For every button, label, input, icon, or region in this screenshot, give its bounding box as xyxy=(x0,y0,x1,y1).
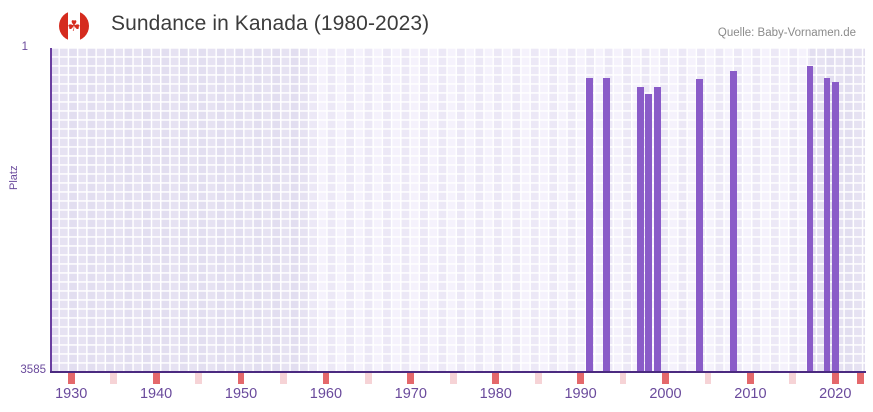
x-axis-label: 2000 xyxy=(649,386,682,402)
flag-band-left xyxy=(59,11,68,41)
x-tick-minor xyxy=(704,373,712,384)
page-title: Sundance in Kanada (1980-2023) xyxy=(111,12,430,35)
bar xyxy=(832,82,839,372)
x-tick-minor xyxy=(619,373,627,384)
x-tick-minor xyxy=(280,373,287,384)
bar xyxy=(645,93,653,372)
chart-header: ☘ Sundance in Kanada (1980-2023) Quelle:… xyxy=(0,0,873,48)
x-tick-major xyxy=(831,373,839,384)
x-tick-minor xyxy=(364,373,372,384)
bar xyxy=(602,78,610,372)
bar xyxy=(585,78,593,372)
flag-band-right xyxy=(80,11,89,41)
y-axis-title: Platz xyxy=(8,165,20,190)
x-tick-major xyxy=(492,373,500,384)
y-axis-min-label: 3585 xyxy=(20,364,46,376)
bar xyxy=(823,78,831,372)
x-axis-label: 1930 xyxy=(55,386,88,402)
x-axis-line xyxy=(50,371,866,373)
y-axis-line xyxy=(50,48,52,373)
canada-flag-icon: ☘ xyxy=(59,11,89,41)
bar xyxy=(636,87,644,372)
x-tick-major xyxy=(662,373,669,384)
x-tick-minor xyxy=(789,373,797,384)
x-tick-major xyxy=(237,373,245,384)
x-axis-label: 2020 xyxy=(819,386,852,402)
x-axis-label: 1990 xyxy=(564,386,597,402)
y-axis-max-label: 1 xyxy=(21,41,28,53)
bar xyxy=(806,65,814,372)
x-tick-major xyxy=(322,373,330,384)
x-tick-minor xyxy=(110,373,118,384)
grid-lines xyxy=(50,48,865,372)
x-tick-minor xyxy=(195,373,202,384)
x-tick-major xyxy=(152,373,160,384)
x-tick-major xyxy=(857,373,865,384)
x-tick-major xyxy=(577,373,584,384)
x-axis-label: 1960 xyxy=(309,386,343,402)
x-tick-major xyxy=(407,373,415,384)
x-tick-minor xyxy=(534,373,542,384)
x-axis-label: 1940 xyxy=(139,386,173,402)
x-axis-label: 1950 xyxy=(224,386,258,402)
x-axis-label: 1970 xyxy=(394,386,427,402)
x-tick-major xyxy=(67,373,75,384)
plot-area xyxy=(50,48,865,372)
x-axis-label: 2010 xyxy=(734,386,767,402)
maple-leaf-icon: ☘ xyxy=(67,17,81,35)
x-tick-minor xyxy=(449,373,457,384)
x-tick-major xyxy=(746,373,754,384)
bar xyxy=(696,79,703,372)
bar xyxy=(653,87,661,372)
source-attribution: Quelle: Baby-Vornamen.de xyxy=(717,27,856,39)
bar xyxy=(730,71,737,372)
x-axis-label: 1980 xyxy=(479,386,512,402)
